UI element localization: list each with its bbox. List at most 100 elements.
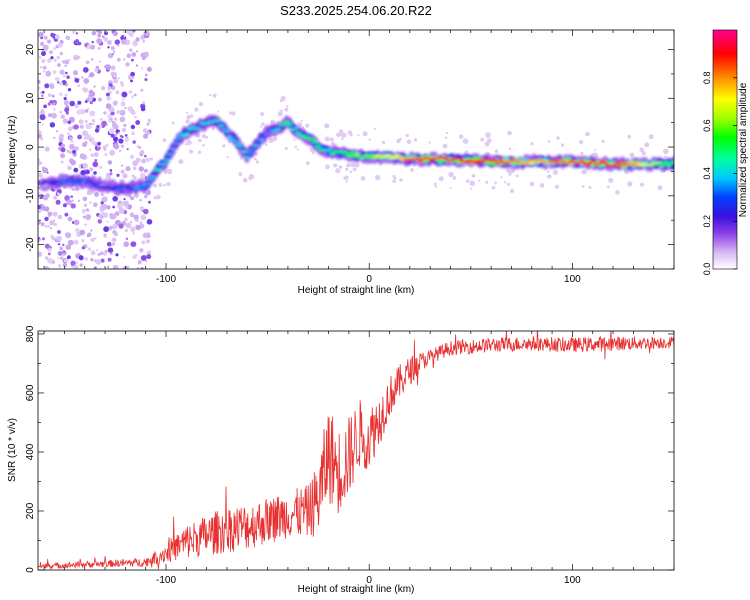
spectrogram-ytick-label: 0 — [25, 144, 36, 150]
heatmap-noise-cell — [84, 223, 87, 226]
heatmap-cell — [314, 145, 322, 148]
heatmap-cell — [661, 161, 669, 165]
heatmap-noise-cell — [144, 194, 148, 199]
heatmap-noise-cell — [74, 186, 80, 191]
heatmap-noise-cell — [49, 220, 55, 226]
heatmap-cell — [596, 162, 603, 166]
heatmap-noise-cell — [89, 167, 94, 172]
snr-xtick-label: 0 — [366, 575, 372, 586]
heatmap-noise-cell — [279, 109, 283, 113]
heatmap-noise-cell — [70, 260, 76, 266]
heatmap-noise-cell — [341, 137, 344, 141]
heatmap-noise-cell — [91, 140, 96, 145]
heatmap-noise-cell — [139, 199, 142, 202]
heatmap-noise-cell — [111, 244, 114, 247]
heatmap-cell — [613, 161, 620, 164]
heatmap-noise-cell — [93, 202, 98, 207]
heatmap-cell — [124, 185, 131, 188]
heatmap-noise-cell — [62, 243, 65, 247]
heatmap-noise-cell — [99, 60, 102, 63]
heatmap-noise-cell — [102, 196, 108, 202]
heatmap-noise-cell — [61, 60, 66, 64]
heatmap-noise-cell — [494, 149, 499, 153]
heatmap-cell — [161, 162, 168, 165]
heatmap-noise-cell — [185, 111, 188, 114]
heatmap-noise-cell — [508, 172, 512, 176]
heatmap-noise-cell — [324, 123, 330, 129]
heatmap-cell — [220, 127, 228, 130]
heatmap-cell — [283, 120, 290, 124]
heatmap-noise-cell — [110, 65, 116, 71]
heatmap-noise-cell — [132, 160, 139, 167]
heatmap-noise-cell — [90, 58, 94, 61]
heatmap-noise-cell — [146, 122, 150, 126]
heatmap-noise-cell — [97, 46, 101, 50]
heatmap-noise-cell — [208, 93, 212, 97]
heatmap-noise-cell — [202, 144, 205, 147]
heatmap-noise-cell — [272, 136, 278, 142]
heatmap-noise-cell — [59, 92, 63, 96]
heatmap-noise-cell — [77, 100, 82, 105]
heatmap-noise-cell — [406, 139, 412, 145]
heatmap-cell — [656, 161, 663, 164]
heatmap-cell — [175, 137, 182, 140]
heatmap-noise-cell — [41, 94, 44, 98]
heatmap-noise-cell — [85, 208, 90, 212]
heatmap-cell — [90, 181, 97, 185]
heatmap-cell — [585, 163, 592, 166]
colorbar-ticks: 0.0 0.2 0.4 0.6 0.8 — [702, 72, 737, 275]
heatmap-noise-cell — [260, 112, 265, 117]
heatmap-noise-cell — [124, 137, 129, 142]
heatmap-noise-cell — [131, 174, 135, 177]
heatmap-cell — [55, 179, 63, 183]
heatmap-noise-cell — [97, 219, 103, 224]
heatmap-noise-cell — [85, 214, 92, 221]
heatmap-noise-cell — [58, 252, 61, 255]
heatmap-noise-cell — [126, 30, 132, 35]
heatmap-noise-cell — [66, 75, 70, 79]
heatmap-noise-cell — [123, 31, 125, 33]
heatmap-noise-cell — [60, 153, 65, 159]
heatmap-noise-cell — [112, 143, 119, 149]
heatmap-noise-cell — [73, 264, 79, 269]
heatmap-noise-cell — [66, 199, 72, 206]
heatmap-noise-cell — [125, 222, 132, 229]
heatmap-noise-cell — [69, 143, 75, 150]
heatmap-noise-cell — [124, 228, 129, 233]
heatmap-noise-cell — [38, 31, 44, 38]
heatmap-noise-cell — [71, 199, 74, 202]
heatmap-noise-cell — [138, 166, 144, 172]
heatmap-noise-cell — [362, 131, 368, 137]
heatmap-cell — [619, 161, 626, 164]
heatmap-noise-cell — [84, 257, 89, 261]
heatmap-noise-cell — [47, 102, 51, 106]
heatmap-noise-cell — [96, 38, 102, 44]
heatmap-noise-cell — [594, 148, 597, 151]
heatmap-noise-cell — [119, 116, 126, 123]
heatmap-noise-cell — [89, 138, 92, 142]
heatmap-noise-cell — [140, 106, 146, 112]
heatmap-noise-cell — [162, 138, 167, 143]
heatmap-noise-cell — [38, 221, 41, 225]
heatmap-noise-cell — [38, 56, 42, 59]
heatmap-noise-cell — [238, 172, 243, 177]
heatmap-cell — [414, 157, 421, 161]
heatmap-noise-cell — [144, 154, 147, 158]
heatmap-noise-cell — [140, 206, 145, 211]
heatmap-noise-cell — [171, 121, 175, 125]
heatmap-noise-cell — [96, 125, 100, 129]
heatmap-cell — [50, 182, 57, 186]
heatmap-noise-cell — [114, 133, 118, 137]
heatmap-noise-cell — [114, 72, 117, 75]
heatmap-noise-cell — [65, 71, 68, 75]
heatmap-noise-cell — [201, 134, 206, 139]
spectrogram-xtick-label: 100 — [564, 274, 581, 285]
heatmap-noise-cell — [190, 114, 194, 118]
heatmap-noise-cell — [349, 133, 353, 137]
heatmap-cell — [147, 178, 154, 181]
heatmap-cell — [115, 187, 123, 191]
heatmap-noise-cell — [130, 95, 134, 99]
heatmap-noise-cell — [103, 37, 108, 42]
heatmap-noise-cell — [629, 152, 635, 158]
heatmap-noise-cell — [337, 132, 342, 137]
